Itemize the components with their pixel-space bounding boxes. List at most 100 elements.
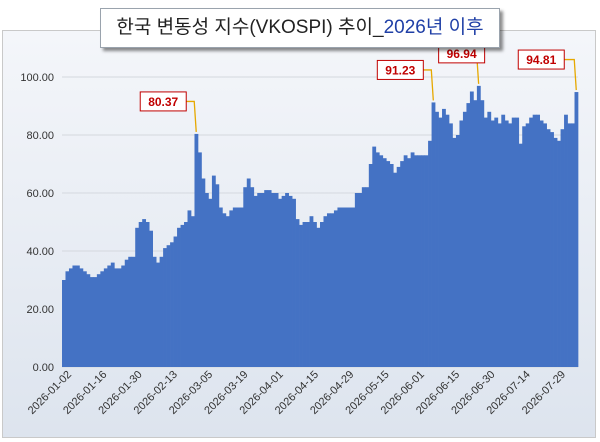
bar: [567, 123, 572, 368]
bar: [466, 103, 471, 367]
bar: [246, 178, 251, 367]
bar: [110, 262, 115, 367]
bar: [281, 195, 286, 367]
bar: [550, 132, 554, 367]
bar: [326, 213, 331, 367]
bar: [152, 256, 157, 367]
y-tick-label: 80.00: [26, 130, 54, 142]
bar: [483, 117, 488, 367]
bar: [358, 193, 363, 367]
bar: [449, 123, 453, 368]
bar: [170, 242, 174, 367]
bar: [142, 219, 147, 367]
callout-box: [376, 59, 424, 80]
bar: [135, 227, 140, 367]
bar: [114, 268, 119, 367]
bar: [128, 256, 133, 367]
bar: [557, 140, 561, 367]
bar: [309, 216, 314, 367]
bar: [340, 207, 345, 367]
bar: [407, 158, 411, 367]
bar: [476, 85, 481, 368]
bar: [89, 277, 94, 367]
bar: [431, 102, 436, 368]
bar: [508, 123, 513, 368]
bar: [501, 114, 506, 367]
bar: [361, 187, 366, 367]
bar: [201, 178, 206, 367]
bar: [180, 224, 185, 367]
bar: [184, 222, 188, 367]
bar: [93, 277, 98, 367]
bar: [197, 152, 202, 367]
callout-leader-line: [186, 100, 197, 132]
y-tick-label: 0.00: [33, 362, 54, 374]
callout-box: [517, 49, 565, 70]
bar: [462, 111, 467, 367]
bar: [215, 184, 220, 367]
bar: [208, 198, 213, 367]
bar: [379, 155, 384, 367]
bar: [239, 207, 244, 367]
bar: [62, 280, 66, 367]
y-tick-label: 20.00: [26, 304, 54, 316]
bar: [72, 265, 77, 367]
bar: [344, 207, 349, 367]
bar: [145, 222, 150, 367]
bar: [393, 172, 398, 367]
bar: [504, 120, 509, 367]
bar: [494, 117, 499, 367]
bar: [438, 117, 443, 367]
bar: [204, 193, 209, 367]
bar: [480, 100, 485, 367]
bar: [323, 216, 328, 367]
bar: [469, 91, 474, 367]
bar: [452, 137, 457, 367]
bar: [274, 193, 279, 367]
bars: [62, 85, 579, 368]
callout-box: [139, 91, 187, 112]
bar: [253, 195, 258, 367]
bar: [257, 193, 262, 367]
callout-label: 91.23: [385, 63, 415, 77]
y-tick-label: 40.00: [26, 246, 54, 258]
bar: [65, 271, 70, 367]
chart-title-main: 한국 변동성 지수(VKOSPI) 추이_: [116, 17, 384, 38]
bar: [396, 166, 401, 367]
bar: [455, 135, 460, 367]
bar: [574, 92, 579, 368]
bar: [191, 216, 195, 367]
bar: [487, 111, 492, 367]
bar: [278, 198, 282, 367]
bar: [529, 117, 534, 367]
bar: [103, 268, 108, 367]
bar: [553, 137, 558, 367]
bar: [511, 117, 516, 367]
bar: [163, 248, 167, 367]
bar: [571, 123, 575, 368]
bar: [236, 207, 241, 367]
callout-label: 96.94: [447, 47, 477, 61]
bar: [100, 271, 105, 367]
bar: [187, 210, 192, 367]
bar: [354, 193, 359, 367]
bar: [159, 256, 164, 367]
bar: [428, 140, 432, 367]
callouts: 80.37 91.23 96.94 94.81: [139, 43, 577, 132]
bar: [445, 114, 450, 367]
bar: [414, 155, 418, 367]
bar: [306, 222, 310, 367]
bar: [264, 190, 269, 367]
bar: [292, 198, 296, 367]
bar: [522, 126, 527, 367]
bar: [229, 210, 234, 367]
bar: [117, 268, 122, 367]
bar: [543, 123, 547, 368]
y-axis-tick-labels: 0.00 20.00 40.00 60.00 80.00 100.00: [20, 72, 54, 374]
bar: [337, 207, 342, 367]
x-axis-tick-labels: 2026-01-022026-01-162026-01-302026-02-13…: [26, 369, 568, 417]
bar: [177, 227, 181, 367]
bar: [218, 207, 223, 367]
bar: [330, 213, 335, 367]
